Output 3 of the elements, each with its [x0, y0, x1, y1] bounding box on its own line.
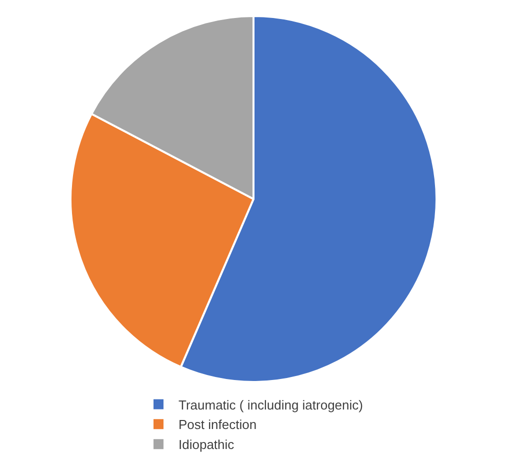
legend-label: Idiopathic — [178, 437, 235, 452]
legend-label: Traumatic ( including iatrogenic) — [178, 397, 363, 412]
legend-label: Post infection — [178, 417, 257, 432]
